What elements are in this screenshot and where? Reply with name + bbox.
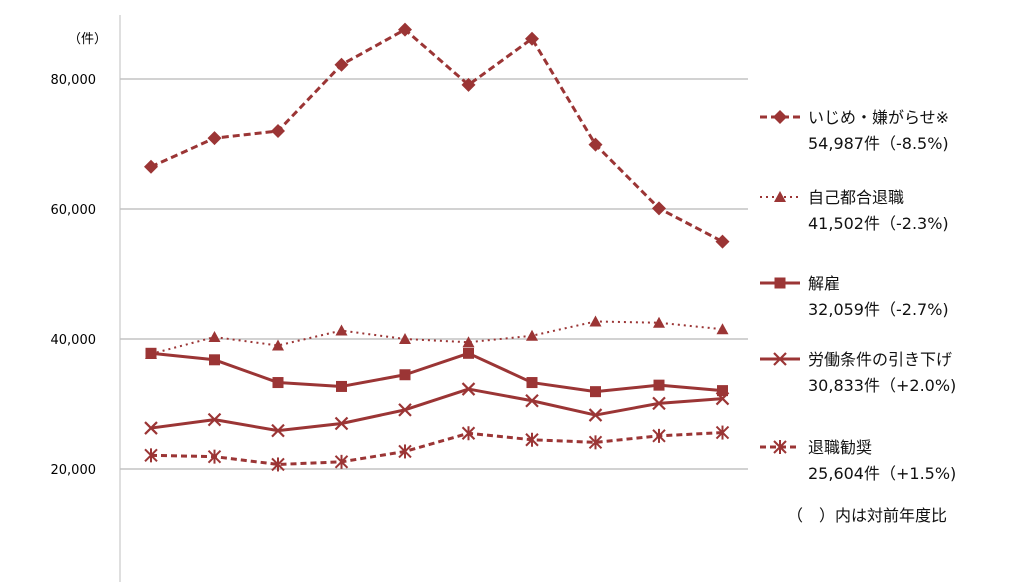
asterisk-marker [652,428,666,443]
legend-series-value: 41,502件（-2.3%) [808,214,949,233]
series-triangle [145,315,729,359]
series-square [145,347,728,398]
y-tick-labels: 20,000 40,000 60,000 80,000 [51,73,97,478]
asterisk-marker [773,440,787,454]
y-tick-label: 80,000 [51,73,97,88]
y-tick-label: 40,000 [51,333,97,348]
x-marker [715,391,730,406]
asterisk-marker [207,449,222,464]
x-marker [525,393,539,408]
diamond-marker [334,57,349,72]
triangle-marker [589,315,602,327]
asterisk-marker [271,457,285,472]
triangle-marker [716,323,729,335]
triangle-marker [526,329,538,341]
square-marker [336,380,347,392]
square-marker [653,379,665,391]
x-marker [588,408,603,422]
legend: いじめ・嫌がらせ※ 54,987件（-8.5%) 自己都合退職 41,502件（-2.… [760,108,956,483]
triangle-marker [335,324,348,336]
asterisk-marker [588,435,603,450]
legend-series-value: 54,987件（-8.5%) [808,134,949,153]
diamond-marker [525,31,539,46]
legend-series-name: 退職勧奨 [808,438,872,457]
diamond-marker [773,110,787,124]
triangle-marker [272,339,284,351]
square-marker [590,386,601,398]
series-line [150,351,723,394]
series-layer [144,22,730,472]
legend-series-value: 30,833件（+2.0%) [808,376,956,395]
legend-series-name: 自己都合退職 [808,188,904,207]
square-marker [145,347,157,359]
series-line [150,387,723,433]
diamond-marker [588,137,603,152]
legend-item: 労働条件の引き下げ 30,833件（+2.0%) [760,350,956,395]
triangle-marker [774,191,786,202]
legend-item: いじめ・嫌がらせ※ 54,987件（-8.5%) [760,108,949,153]
asterisk-marker [334,454,349,469]
triangle-marker [462,336,475,348]
square-marker [272,377,284,389]
asterisk-marker [715,425,730,440]
gridlines [120,78,748,470]
diamond-marker [652,201,666,216]
x-marker [773,352,787,366]
series-asterisk [144,425,730,472]
triangle-marker [399,333,411,344]
ratio-note: （ ）内は対前年度比 [787,506,947,525]
legend-item: 解雇 32,059件（-2.7%) [760,274,949,319]
diamond-marker [271,124,285,138]
x-marker [271,423,285,438]
series-x [144,382,730,438]
diamond-marker [398,22,412,37]
x-marker [334,416,349,431]
legend-series-name: 労働条件の引き下げ [808,350,952,369]
diamond-marker [144,159,158,174]
y-tick-label: 60,000 [51,203,97,218]
series-diamond [144,22,730,249]
asterisk-marker [398,444,412,459]
legend-item: 退職勧奨 25,604件（+1.5%) [760,438,956,483]
diamond-marker [715,234,730,249]
triangle-marker [208,331,221,343]
square-marker [209,354,220,366]
square-marker [774,277,786,289]
legend-series-name: 解雇 [808,274,840,293]
diamond-marker [461,77,476,92]
asterisk-marker [461,426,476,441]
asterisk-marker [144,448,158,463]
series-line [150,431,723,466]
square-marker [463,347,474,359]
triangle-marker [653,316,665,328]
legend-series-value: 25,604件（+1.5%) [808,464,956,483]
x-marker [207,412,222,427]
legend-series-value: 32,059件（-2.7%) [808,300,949,319]
square-marker [526,377,538,389]
diamond-marker [207,131,222,146]
x-marker [652,396,666,411]
legend-item: 自己都合退職 41,502件（-2.3%) [760,188,949,233]
legend-series-name: いじめ・嫌がらせ※ [808,108,949,127]
asterisk-marker [525,432,539,447]
x-marker [461,382,476,396]
series-line [150,28,724,243]
square-marker [399,369,411,381]
square-marker [717,385,728,397]
x-marker [144,421,158,435]
y-tick-label: 20,000 [51,463,97,478]
x-marker [398,403,412,417]
series-line [150,320,723,355]
y-unit-label: （件） [68,32,107,47]
